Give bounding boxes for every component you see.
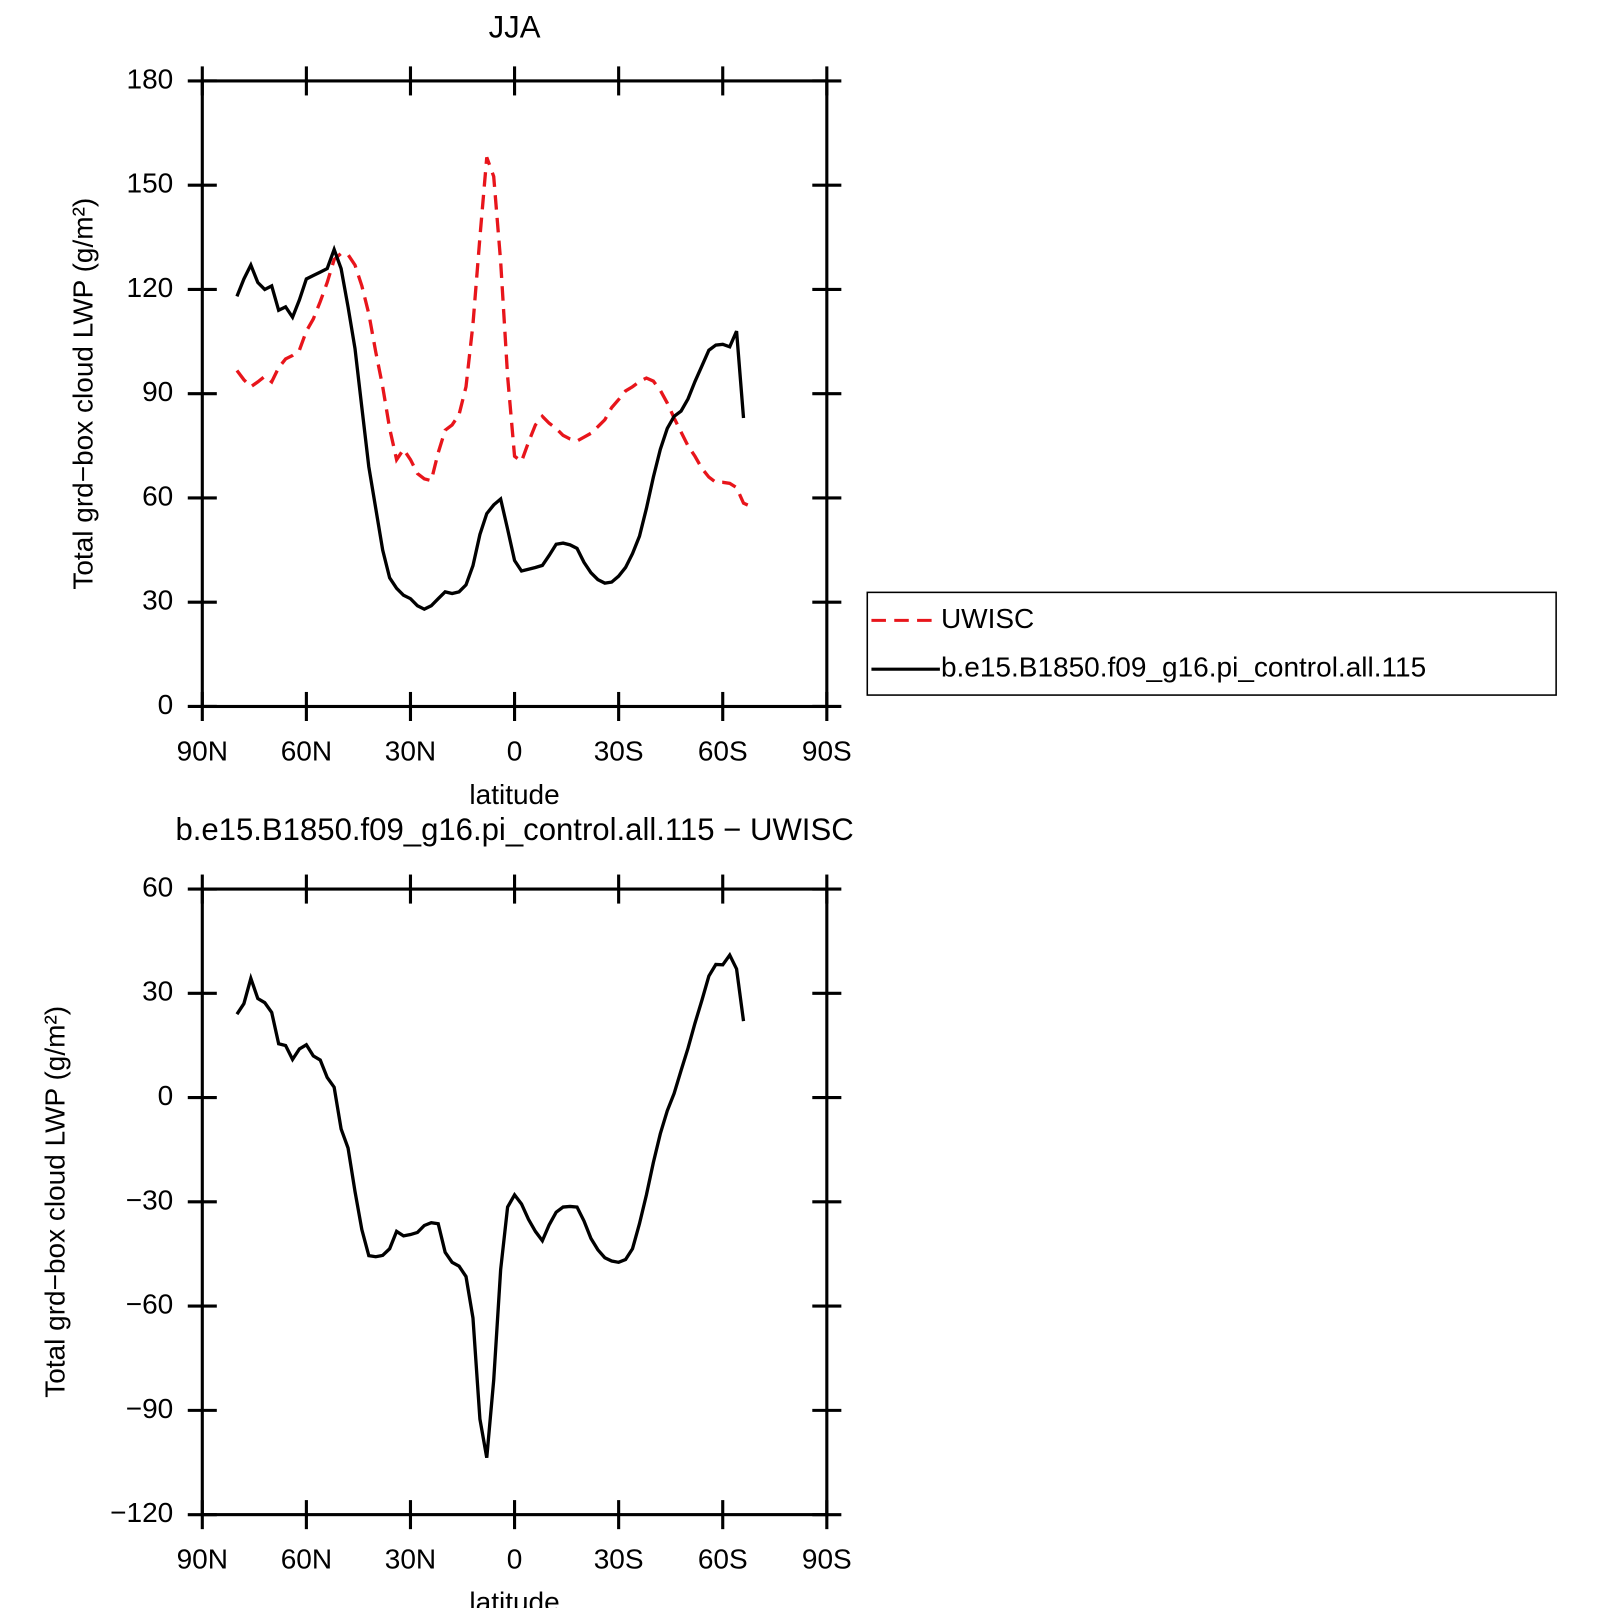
legend-box [866, 591, 1557, 696]
legend-label: b.e15.B1850.f09_g16.pi_control.all.115 [941, 652, 1426, 683]
x-axis-label: latitude [469, 779, 559, 810]
x-tick-label: 90N [177, 1544, 228, 1575]
x-tick-label: 60S [698, 736, 748, 767]
y-tick-label: −60 [126, 1289, 174, 1320]
x-tick-label: 60N [281, 736, 332, 767]
data-line [235, 156, 752, 508]
x-tick-label: 30N [385, 736, 436, 767]
x-tick-label: 30N [385, 1544, 436, 1575]
x-tick-label: 0 [507, 1544, 523, 1575]
data-line [235, 244, 746, 612]
chart-title: b.e15.B1850.f09_g16.pi_control.all.115 −… [175, 812, 853, 847]
y-tick-label: 60 [142, 480, 173, 511]
legend-label: UWISC [941, 603, 1034, 634]
x-tick-label: 60N [281, 1544, 332, 1575]
x-tick-label: 90S [802, 736, 852, 767]
x-axis-label: latitude [469, 1586, 559, 1608]
y-tick-label: −30 [126, 1184, 174, 1215]
y-tick-label: −120 [110, 1497, 173, 1528]
x-tick-label: 90S [802, 1544, 852, 1575]
y-tick-label: 30 [142, 976, 173, 1007]
y-tick-label: −90 [126, 1393, 174, 1424]
x-tick-label: 90N [177, 736, 228, 767]
y-tick-label: 30 [142, 585, 173, 616]
y-tick-label: 0 [158, 1080, 174, 1111]
x-tick-label: 30S [594, 736, 644, 767]
y-axis-label: Total grd−box cloud LWP (g/m²) [67, 198, 98, 590]
y-tick-label: 90 [142, 376, 173, 407]
y-tick-label: 60 [142, 871, 173, 902]
x-tick-label: 30S [594, 1544, 644, 1575]
y-tick-label: 180 [127, 63, 174, 94]
y-tick-label: 150 [127, 168, 174, 199]
y-axis-label: Total grd−box cloud LWP (g/m²) [39, 1006, 70, 1398]
data-line [235, 951, 746, 1458]
x-tick-label: 60S [698, 1544, 748, 1575]
x-tick-label: 0 [507, 736, 523, 767]
chart-title: JJA [489, 9, 541, 44]
y-tick-label: 0 [158, 689, 174, 720]
y-tick-label: 120 [127, 272, 174, 303]
